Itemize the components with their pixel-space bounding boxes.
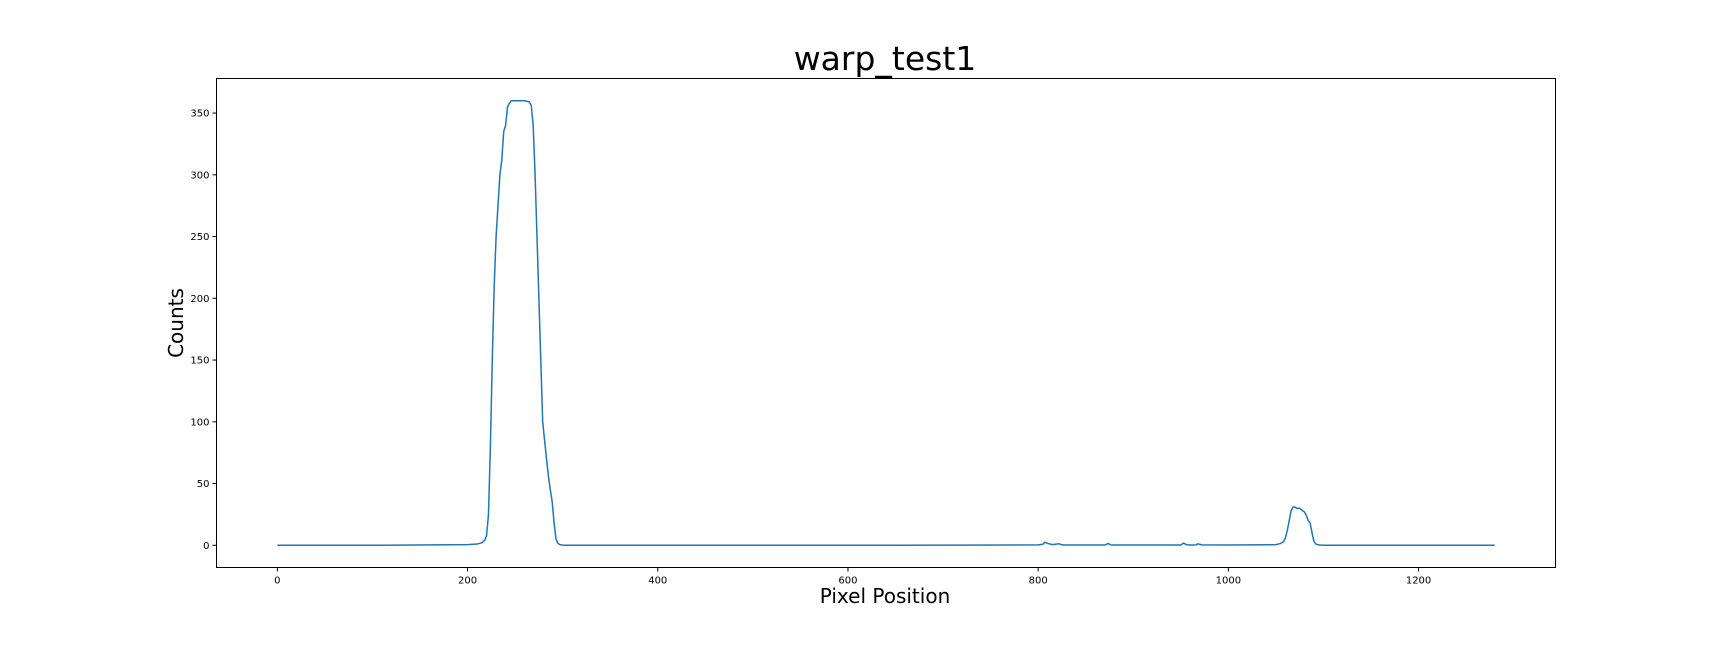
y-tick-label: 300 bbox=[190, 170, 209, 181]
x-tick-label: 200 bbox=[458, 576, 477, 587]
y-tick-label: 100 bbox=[190, 417, 209, 428]
y-tick-label: 0 bbox=[203, 541, 209, 552]
y-tick-label: 50 bbox=[197, 479, 210, 490]
chart-title: warp_test1 bbox=[794, 39, 977, 78]
x-tick-label: 800 bbox=[1029, 576, 1048, 587]
y-tick-label: 200 bbox=[190, 294, 209, 305]
x-tick-label: 600 bbox=[838, 576, 857, 587]
y-tick-label: 150 bbox=[190, 356, 209, 367]
x-axis-label: Pixel Position bbox=[820, 584, 951, 608]
y-tick-label: 250 bbox=[190, 232, 209, 243]
x-tick-label: 0 bbox=[274, 576, 280, 587]
series-line-0 bbox=[277, 99, 1495, 547]
x-tick-label: 1200 bbox=[1406, 576, 1431, 587]
plot-frame bbox=[216, 78, 1556, 568]
y-tick-label: 350 bbox=[190, 109, 209, 120]
y-axis-label: Counts bbox=[164, 288, 188, 358]
y-axis: 0 50 100 150 200 250 300 350 bbox=[190, 109, 217, 552]
x-tick-label: 400 bbox=[648, 576, 667, 587]
x-tick-label: 1000 bbox=[1216, 576, 1241, 587]
x-axis: 0 200 400 600 800 1000 1200 bbox=[274, 567, 1431, 587]
